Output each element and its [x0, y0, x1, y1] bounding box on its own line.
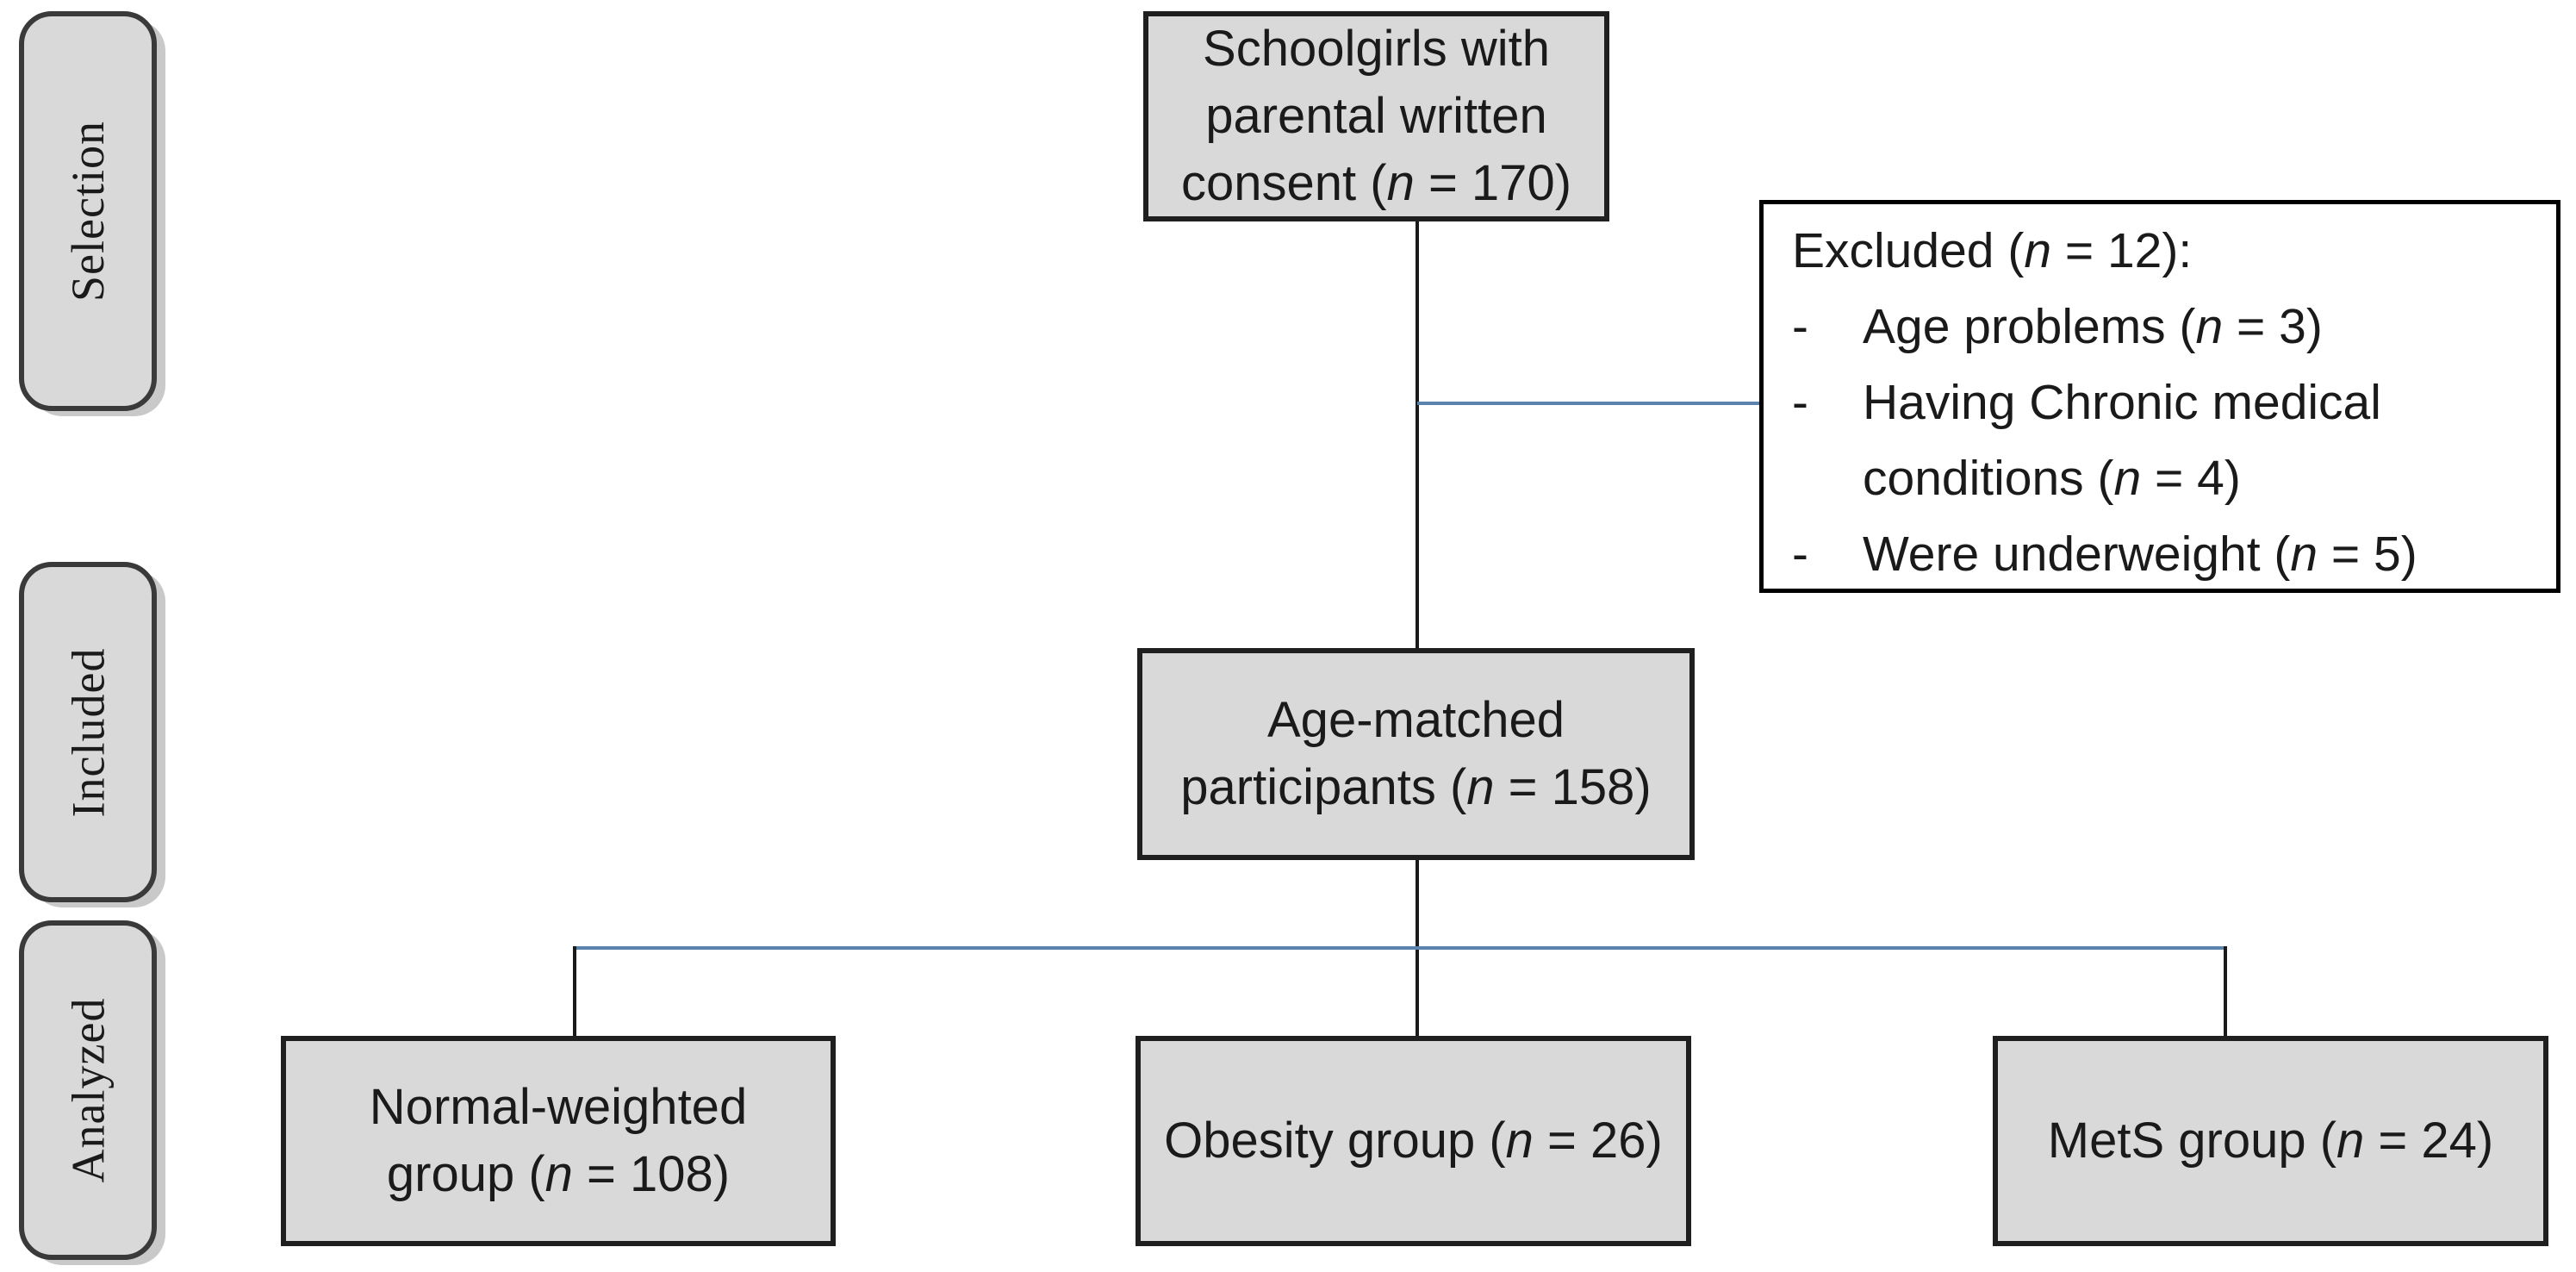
node-age-matched: Age-matched participants (n = 158) [1137, 648, 1695, 860]
node-obesity-group-label: Obesity group (n = 26) [1164, 1113, 1663, 1169]
node-age-matched-label: Age-matched participants (n = 158) [1180, 692, 1652, 815]
stage-band-included: Included [19, 562, 157, 902]
node-excluded: Excluded (n = 12): - Age problems (n = 3… [1759, 200, 2560, 593]
node-obesity-group: Obesity group (n = 26) [1136, 1036, 1691, 1246]
connector-enrolled-to-age-matched [1416, 221, 1419, 648]
excluded-item-bullet: - [1792, 375, 1808, 430]
stage-band-selection: Selection [19, 11, 157, 411]
excluded-item-bullet: - [1792, 299, 1808, 354]
stage-label-analyzed: Analyzed [62, 997, 114, 1183]
excluded-item-bullet: - [1792, 527, 1808, 582]
connector-drop-normal-group [573, 946, 576, 1036]
stage-label-included: Included [62, 647, 115, 817]
node-mets-group-label: MetS group (n = 24) [2047, 1113, 2494, 1169]
stage-label-selection: Selection [62, 121, 115, 302]
excluded-item: - Age problems (n = 3) [1792, 289, 2532, 365]
node-enrolled: Schoolgirls with parental written consen… [1143, 11, 1609, 221]
connector-branch-to-groups [575, 946, 2225, 950]
stage-band-analyzed: Analyzed [19, 920, 157, 1260]
node-normal-group: Normal-weighted group (n = 108) [281, 1036, 836, 1246]
excluded-item-text: Having Chronic medical conditions (n = 4… [1863, 375, 2381, 506]
node-mets-group: MetS group (n = 24) [1993, 1036, 2548, 1246]
excluded-title: Excluded (n = 12): [1792, 223, 2193, 278]
connector-drop-mets-group [2224, 946, 2227, 1036]
excluded-item-text: Were underweight (n = 5) [1863, 527, 2417, 582]
node-normal-group-label: Normal-weighted group (n = 108) [369, 1079, 748, 1202]
node-enrolled-label: Schoolgirls with parental written consen… [1180, 21, 1572, 211]
excluded-item: - Having Chronic medical conditions (n =… [1792, 365, 2532, 516]
excluded-item: - Were underweight (n = 5) [1792, 516, 2532, 592]
excluded-item-text: Age problems (n = 3) [1863, 299, 2323, 354]
connector-branch-to-excluded [1417, 402, 1759, 405]
